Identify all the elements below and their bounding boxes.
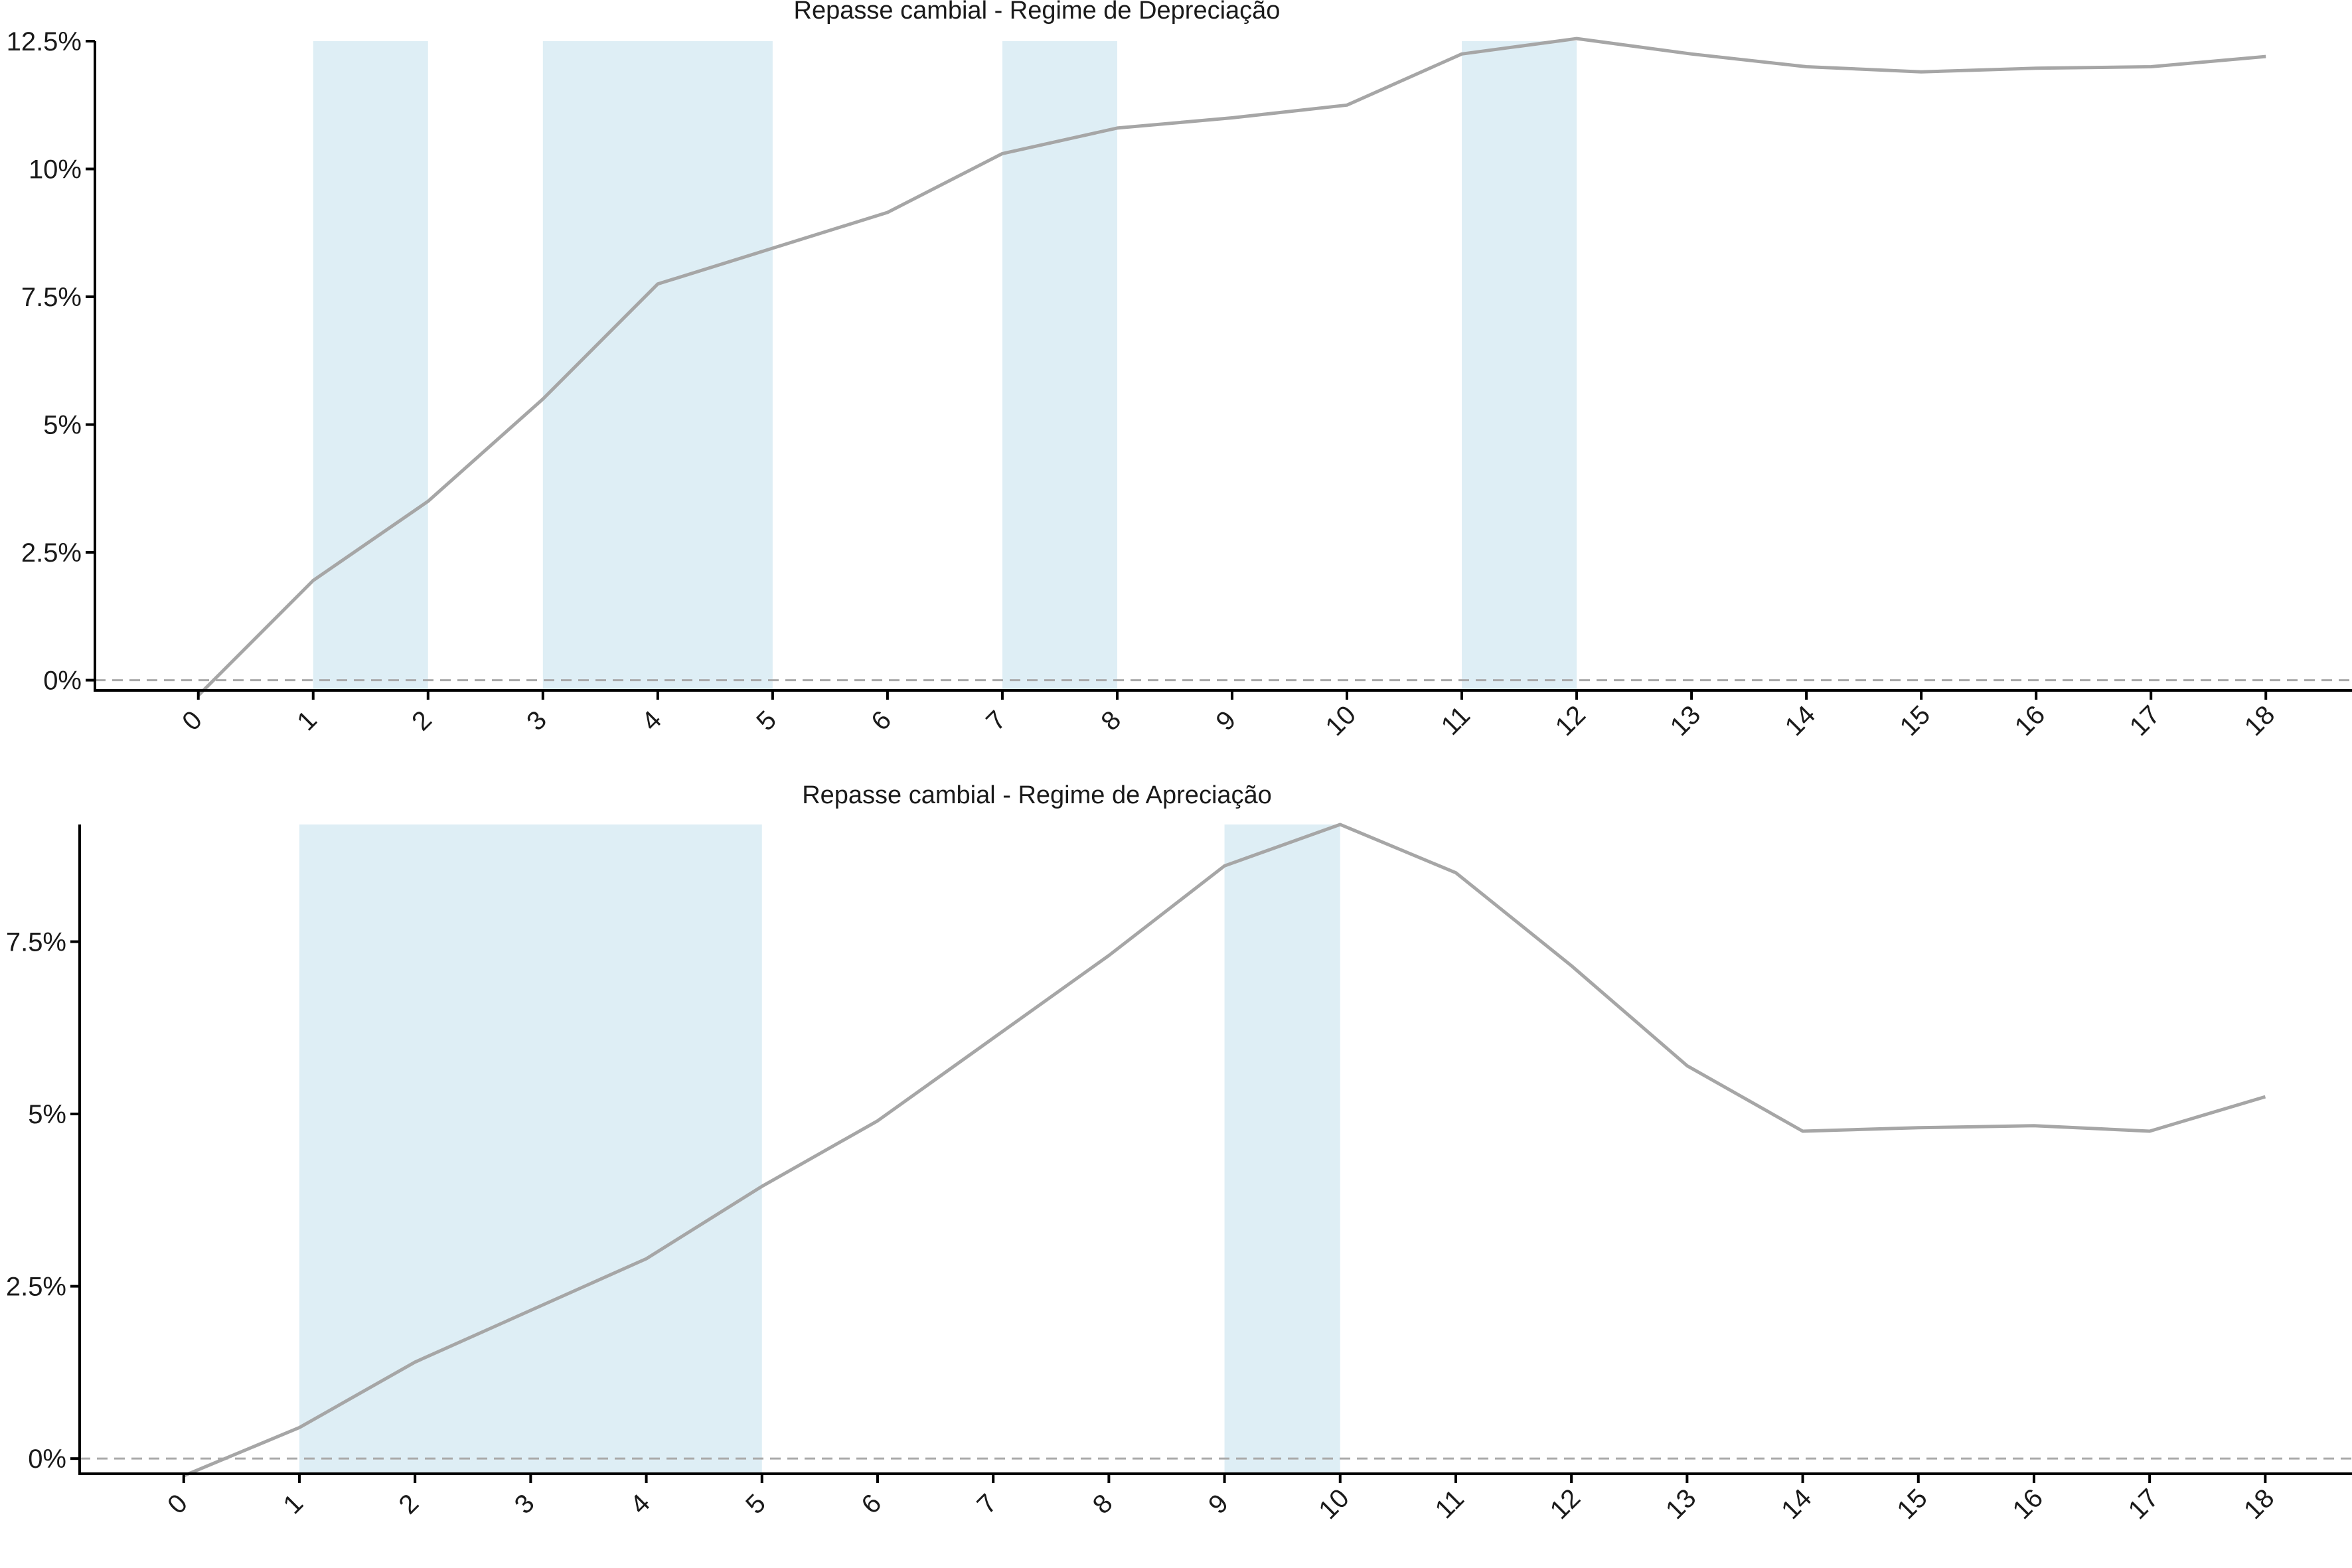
- x-tick-label: 13: [1665, 700, 1707, 742]
- x-tick-label: 17: [2123, 1484, 2165, 1526]
- x-tick-label: 2: [394, 1488, 425, 1520]
- x-tick-label: 18: [2239, 700, 2281, 742]
- panel-depreciacao: Repasse cambial - Regime de Depreciação …: [7, 0, 2352, 742]
- x-tick-label: 3: [509, 1488, 540, 1520]
- shaded-region-1: [313, 41, 428, 690]
- x-tick-label: 15: [1891, 1484, 1933, 1526]
- x-tick-label: 11: [1436, 701, 1476, 741]
- panel-apreciacao: Repasse cambial - Regime de Apreciação 0…: [6, 781, 2352, 1525]
- x-tick-label: 16: [2009, 700, 2051, 742]
- x-tick-label: 9: [1203, 1488, 1234, 1520]
- x-tick-label: 12: [1550, 700, 1592, 742]
- x-tick-label: 17: [2124, 700, 2166, 742]
- chart-title-depreciacao: Repasse cambial - Regime de Depreciação: [794, 0, 1281, 25]
- shaded-region-2: [1224, 824, 1340, 1474]
- x-tick-label: 14: [1780, 700, 1822, 742]
- y-tick-label: 0%: [43, 666, 82, 696]
- shaded-region-1: [299, 824, 762, 1474]
- x-tick-label: 1: [277, 1488, 309, 1520]
- series-line-1: [183, 823, 2266, 1478]
- y-tick-label: 5%: [43, 411, 82, 440]
- x-tick-label: 10: [1320, 700, 1362, 742]
- x-tick-label: 0: [162, 1488, 193, 1520]
- x-tick-label: 16: [2007, 1484, 2049, 1526]
- series-line-1: [196, 37, 2266, 697]
- x-tick-label: 5: [740, 1488, 771, 1520]
- x-tick-label: 18: [2238, 1484, 2280, 1526]
- x-tick-label: 6: [866, 705, 897, 736]
- shaded-region-4: [1462, 41, 1577, 690]
- x-tick-label: 4: [636, 705, 667, 736]
- x-tick-label: 14: [1776, 1484, 1818, 1526]
- y-tick-label: 2.5%: [21, 538, 82, 568]
- x-tick-label: 0: [177, 705, 208, 736]
- shaded-region-2: [542, 41, 773, 690]
- x-tick-label: 3: [521, 705, 552, 736]
- x-tick-label: 7: [972, 1488, 1003, 1520]
- x-tick-label: 6: [856, 1488, 887, 1520]
- y-tick-label: 10%: [29, 155, 82, 185]
- plot-area-depreciacao: 0%2.5%5%7.5%10%12.5%0 1 2 3 4 5 6 7 8 9 10 11 12 13 14…: [7, 27, 2352, 742]
- chart-title-apreciacao: Repasse cambial - Regime de Apreciação: [802, 781, 1272, 809]
- plot-area-apreciacao: 0%2.5%5%7.5%0 1 2 3 4 5 6 7 8 9 10 11 12 13 14 15 16 17 18: [6, 823, 2352, 1526]
- x-tick-label: 8: [1095, 705, 1127, 736]
- x-tick-label: 11: [1430, 1484, 1470, 1524]
- shaded-region-3: [1002, 41, 1117, 690]
- x-tick-label: 7: [980, 705, 1012, 736]
- x-tick-label: 10: [1313, 1484, 1355, 1526]
- x-tick-label: 15: [1895, 700, 1936, 742]
- x-tick-label: 2: [406, 705, 437, 736]
- x-tick-label: 12: [1545, 1484, 1587, 1526]
- y-tick-label: 12.5%: [7, 27, 82, 56]
- y-tick-label: 7.5%: [6, 927, 66, 957]
- x-tick-label: 4: [625, 1488, 656, 1520]
- x-tick-label: 5: [751, 705, 782, 736]
- x-tick-label: 1: [291, 705, 323, 736]
- x-tick-label: 8: [1087, 1488, 1119, 1520]
- y-tick-label: 5%: [28, 1100, 66, 1129]
- x-tick-label: 13: [1660, 1484, 1702, 1526]
- y-tick-label: 2.5%: [6, 1273, 66, 1302]
- x-tick-label: 9: [1210, 705, 1241, 736]
- y-tick-label: 0%: [28, 1445, 66, 1474]
- y-tick-label: 7.5%: [21, 283, 82, 312]
